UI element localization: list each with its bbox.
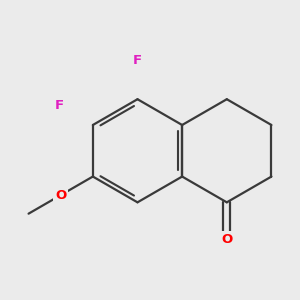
Text: O: O: [55, 189, 66, 202]
Text: F: F: [55, 99, 64, 112]
Text: F: F: [133, 54, 142, 67]
Text: O: O: [221, 233, 232, 246]
